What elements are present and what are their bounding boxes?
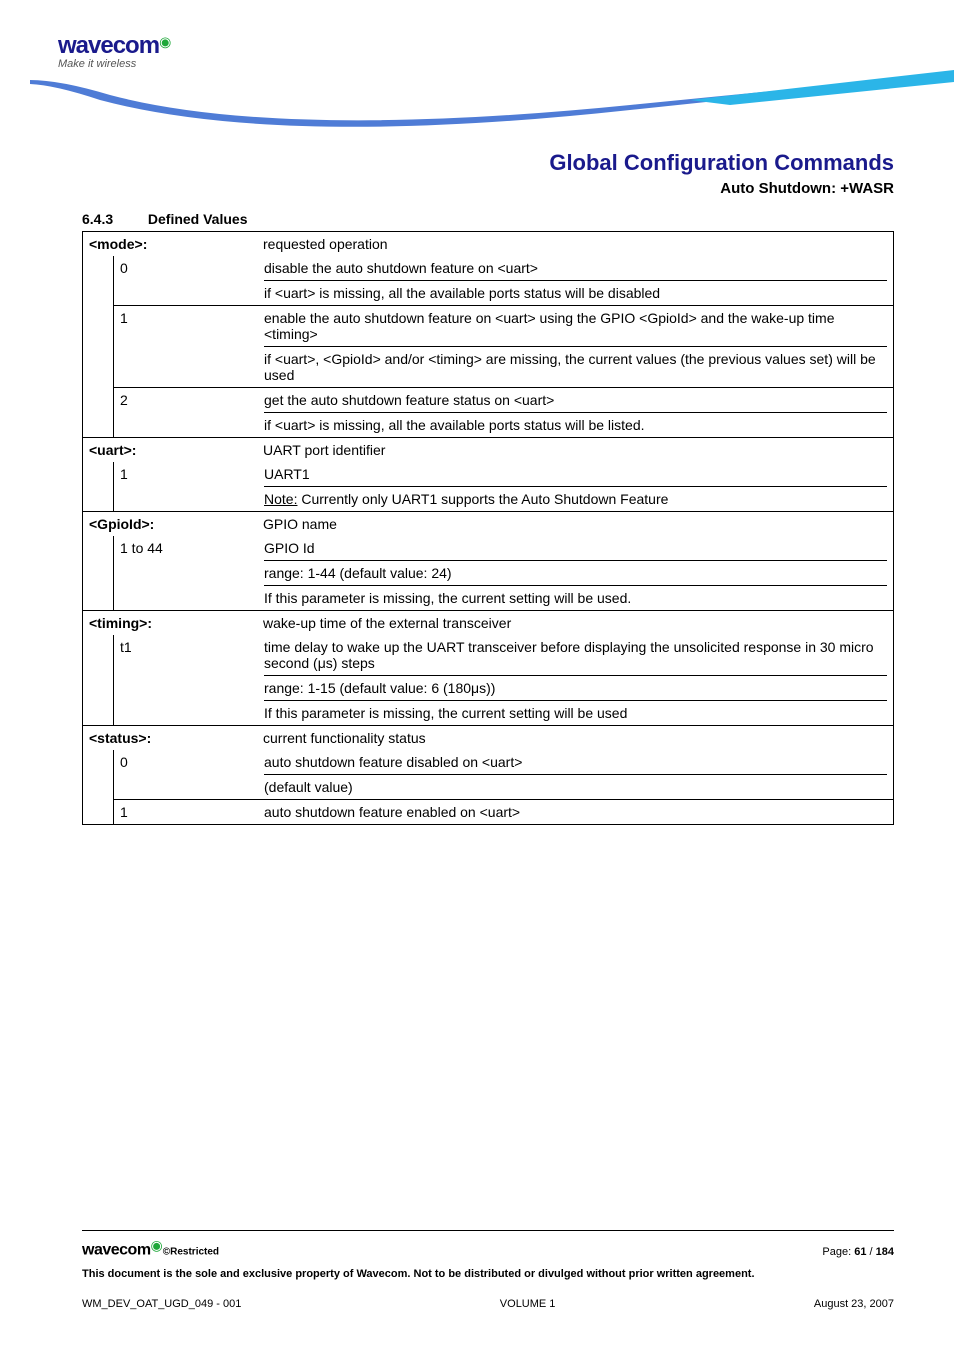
sub-value: t1: [114, 635, 264, 725]
header-swoosh-graphic: [30, 70, 954, 140]
section-name: Defined Values: [148, 211, 248, 227]
param-desc: requested operation: [263, 232, 893, 256]
defined-values-table: <mode>:requested operation0disable the a…: [82, 231, 894, 825]
param-row: <mode>:requested operation: [83, 232, 893, 256]
param-row: <timing>:wake-up time of the external tr…: [83, 610, 893, 635]
param-row: <GpioId>:GPIO name: [83, 511, 893, 536]
sub-value: 1: [114, 306, 264, 387]
sub-value: 2: [114, 388, 264, 437]
sub-desc: If this parameter is missing, the curren…: [264, 585, 887, 610]
footer-swirl-icon: ◉: [151, 1237, 163, 1253]
chapter-title: Global Configuration Commands: [82, 150, 894, 176]
section-number: 6.4.3: [82, 211, 144, 227]
param-name: <timing>:: [83, 611, 263, 635]
logo-block: wavecom◉ Make it wireless: [58, 32, 171, 70]
page-footer: wavecom◉©Restricted Page: 61 / 184 This …: [82, 1230, 894, 1310]
logo-brand: wavecom◉: [58, 32, 171, 60]
sub-desc: if <uart> is missing, all the available …: [264, 280, 887, 305]
main-content: Global Configuration Commands Auto Shutd…: [0, 150, 954, 825]
footer-rule: [82, 1230, 894, 1231]
param-name: <mode>:: [83, 232, 263, 256]
sub-desc: disable the auto shutdown feature on <ua…: [264, 256, 887, 280]
param-row: <uart>:UART port identifier: [83, 437, 893, 462]
sub-desc: if <uart>, <GpioId> and/or <timing> are …: [264, 346, 887, 387]
param-name: <uart>:: [83, 438, 263, 462]
param-desc: GPIO name: [263, 512, 893, 536]
sub-desc: if <uart> is missing, all the available …: [264, 412, 887, 437]
sub-value: 1: [114, 800, 264, 824]
footer-page: Page: 61 / 184: [822, 1246, 894, 1258]
sub-desc: auto shutdown feature enabled on <uart>: [264, 800, 887, 824]
footer-volume: VOLUME 1: [500, 1298, 556, 1310]
section-heading: 6.4.3 Defined Values: [82, 211, 894, 227]
table-row: 1 to 44GPIO Idrange: 1-44 (default value…: [114, 536, 893, 610]
footer-doc-id: WM_DEV_OAT_UGD_049 - 001: [82, 1298, 241, 1310]
table-row: 1auto shutdown feature enabled on <uart>: [114, 799, 893, 824]
table-row: 2get the auto shutdown feature status on…: [114, 387, 893, 437]
sub-desc: Note: Currently only UART1 supports the …: [264, 486, 887, 511]
param-desc: current functionality status: [263, 726, 893, 750]
param-sub-block: t1time delay to wake up the UART transce…: [83, 635, 893, 725]
footer-restricted: ©Restricted: [163, 1247, 219, 1258]
table-row: 1UART1Note: Currently only UART1 support…: [114, 462, 893, 511]
sub-desc: time delay to wake up the UART transceiv…: [264, 635, 887, 675]
sub-desc: get the auto shutdown feature status on …: [264, 388, 887, 412]
sub-value: 1: [114, 462, 264, 511]
param-desc: wake-up time of the external transceiver: [263, 611, 893, 635]
table-row: 0disable the auto shutdown feature on <u…: [114, 256, 893, 305]
sub-value: 0: [114, 750, 264, 799]
sub-desc: UART1: [264, 462, 887, 486]
param-desc: UART port identifier: [263, 438, 893, 462]
page-header: wavecom◉ Make it wireless: [0, 0, 954, 140]
footer-brand: wavecom: [82, 1242, 151, 1259]
footer-brand-block: wavecom◉©Restricted: [82, 1237, 219, 1260]
sub-desc: (default value): [264, 774, 887, 799]
param-sub-block: 0disable the auto shutdown feature on <u…: [83, 256, 893, 437]
footer-legal: This document is the sole and exclusive …: [82, 1268, 894, 1280]
logo-swirl-icon: ◉: [159, 34, 171, 50]
footer-date: August 23, 2007: [814, 1298, 894, 1310]
sub-desc: enable the auto shutdown feature on <uar…: [264, 306, 887, 346]
table-row: 0auto shutdown feature disabled on <uart…: [114, 750, 893, 799]
table-row: t1time delay to wake up the UART transce…: [114, 635, 893, 725]
param-sub-block: 1 to 44GPIO Idrange: 1-44 (default value…: [83, 536, 893, 610]
sub-desc: range: 1-44 (default value: 24): [264, 560, 887, 585]
sub-desc: auto shutdown feature disabled on <uart>: [264, 750, 887, 774]
param-name: <status>:: [83, 726, 263, 750]
param-sub-block: 0auto shutdown feature disabled on <uart…: [83, 750, 893, 824]
footer-meta: WM_DEV_OAT_UGD_049 - 001 VOLUME 1 August…: [82, 1298, 894, 1310]
sub-desc: If this parameter is missing, the curren…: [264, 700, 887, 725]
sub-desc: GPIO Id: [264, 536, 887, 560]
param-sub-block: 1UART1Note: Currently only UART1 support…: [83, 462, 893, 511]
param-name: <GpioId>:: [83, 512, 263, 536]
sub-value: 1 to 44: [114, 536, 264, 610]
chapter-subtitle: Auto Shutdown: +WASR: [82, 180, 894, 197]
sub-value: 0: [114, 256, 264, 305]
param-row: <status>:current functionality status: [83, 725, 893, 750]
sub-desc: range: 1-15 (default value: 6 (180μs)): [264, 675, 887, 700]
table-row: 1enable the auto shutdown feature on <ua…: [114, 305, 893, 387]
